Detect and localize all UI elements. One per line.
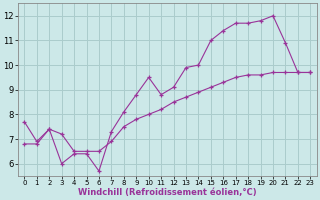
X-axis label: Windchill (Refroidissement éolien,°C): Windchill (Refroidissement éolien,°C): [78, 188, 257, 197]
